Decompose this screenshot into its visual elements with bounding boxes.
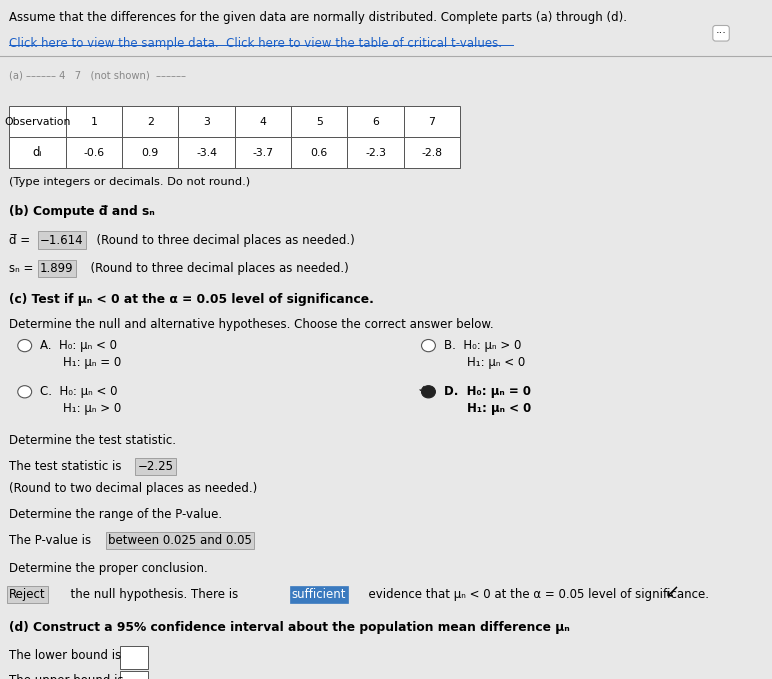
Text: dᵢ: dᵢ (32, 146, 42, 160)
Text: A.  H₀: μₙ < 0: A. H₀: μₙ < 0 (40, 339, 117, 352)
FancyBboxPatch shape (235, 137, 291, 168)
Text: 2: 2 (147, 117, 154, 126)
FancyBboxPatch shape (347, 106, 404, 137)
Text: (Round to two decimal places as needed.): (Round to two decimal places as needed.) (9, 482, 258, 495)
Text: Observation: Observation (5, 117, 70, 126)
FancyBboxPatch shape (178, 106, 235, 137)
FancyBboxPatch shape (120, 671, 148, 679)
Circle shape (422, 386, 435, 398)
Text: ↗: ↗ (660, 580, 676, 598)
Circle shape (18, 386, 32, 398)
Text: (b) Compute d̅ and sₙ: (b) Compute d̅ and sₙ (9, 205, 155, 218)
Text: Determine the null and alternative hypotheses. Choose the correct answer below.: Determine the null and alternative hypot… (9, 318, 494, 331)
Text: H₁: μₙ < 0: H₁: μₙ < 0 (467, 402, 531, 415)
Text: (a) –––––– 4   7   (not shown)  ––––––: (a) –––––– 4 7 (not shown) –––––– (9, 71, 186, 81)
FancyBboxPatch shape (66, 106, 122, 137)
Text: Determine the range of the P-value.: Determine the range of the P-value. (9, 508, 222, 521)
Text: 6: 6 (372, 117, 379, 126)
FancyBboxPatch shape (178, 137, 235, 168)
Text: −2.25: −2.25 (137, 460, 174, 473)
Text: -0.6: -0.6 (83, 148, 104, 158)
Text: d̅ =: d̅ = (9, 234, 34, 246)
Text: sₙ =: sₙ = (9, 262, 37, 275)
FancyBboxPatch shape (120, 646, 148, 669)
Text: −1.614: −1.614 (40, 234, 84, 246)
Text: The P-value is: The P-value is (9, 534, 99, 547)
Text: B.  H₀: μₙ > 0: B. H₀: μₙ > 0 (444, 339, 521, 352)
Text: Assume that the differences for the given data are normally distributed. Complet: Assume that the differences for the give… (9, 11, 628, 24)
Text: 0.6: 0.6 (310, 148, 328, 158)
FancyBboxPatch shape (122, 106, 178, 137)
FancyBboxPatch shape (291, 137, 347, 168)
Text: 1.899: 1.899 (40, 262, 74, 275)
Text: -3.4: -3.4 (196, 148, 217, 158)
Text: Reject: Reject (9, 588, 46, 601)
Text: 5: 5 (316, 117, 323, 126)
FancyBboxPatch shape (66, 137, 122, 168)
Circle shape (18, 340, 32, 352)
Text: Determine the test statistic.: Determine the test statistic. (9, 434, 176, 447)
Text: Determine the proper conclusion.: Determine the proper conclusion. (9, 562, 208, 575)
Text: 4: 4 (259, 117, 266, 126)
FancyBboxPatch shape (122, 137, 178, 168)
FancyBboxPatch shape (9, 137, 66, 168)
Text: C.  H₀: μₙ < 0: C. H₀: μₙ < 0 (40, 385, 117, 398)
Text: 0.9: 0.9 (141, 148, 159, 158)
Text: H₁: μₙ = 0: H₁: μₙ = 0 (63, 356, 121, 369)
Text: -3.7: -3.7 (252, 148, 273, 158)
Text: 3: 3 (203, 117, 210, 126)
Text: -2.8: -2.8 (422, 148, 442, 158)
Text: (Round to three decimal places as needed.): (Round to three decimal places as needed… (89, 234, 354, 246)
Text: The lower bound is: The lower bound is (9, 649, 125, 662)
FancyBboxPatch shape (9, 106, 66, 137)
Text: H₁: μₙ < 0: H₁: μₙ < 0 (467, 356, 525, 369)
Text: evidence that μₙ < 0 at the α = 0.05 level of significance.: evidence that μₙ < 0 at the α = 0.05 lev… (361, 588, 709, 601)
FancyBboxPatch shape (404, 106, 460, 137)
Text: 7: 7 (428, 117, 435, 126)
FancyBboxPatch shape (347, 137, 404, 168)
Text: (Round to three decimal places as needed.): (Round to three decimal places as needed… (83, 262, 349, 275)
FancyBboxPatch shape (235, 106, 291, 137)
Text: (c) Test if μₙ < 0 at the α = 0.05 level of significance.: (c) Test if μₙ < 0 at the α = 0.05 level… (9, 293, 374, 306)
Text: D.  H₀: μₙ = 0: D. H₀: μₙ = 0 (444, 385, 531, 398)
Circle shape (422, 340, 435, 352)
Text: sufficient: sufficient (292, 588, 347, 601)
Text: H₁: μₙ > 0: H₁: μₙ > 0 (63, 402, 121, 415)
Text: the null hypothesis. There is: the null hypothesis. There is (63, 588, 246, 601)
Text: -2.3: -2.3 (365, 148, 386, 158)
Text: Click here to view the sample data.  Click here to view the table of critical t-: Click here to view the sample data. Clic… (9, 37, 503, 50)
Text: 1: 1 (90, 117, 97, 126)
Text: between 0.025 and 0.05: between 0.025 and 0.05 (108, 534, 252, 547)
Text: ···: ··· (716, 29, 726, 38)
Text: The upper bound is: The upper bound is (9, 674, 127, 679)
FancyBboxPatch shape (291, 106, 347, 137)
Text: (Type integers or decimals. Do not round.): (Type integers or decimals. Do not round… (9, 177, 250, 187)
Text: The test statistic is: The test statistic is (9, 460, 129, 473)
FancyBboxPatch shape (404, 137, 460, 168)
Text: ✓: ✓ (418, 384, 426, 394)
Text: (d) Construct a 95% confidence interval about the population mean difference μₙ: (d) Construct a 95% confidence interval … (9, 621, 570, 634)
